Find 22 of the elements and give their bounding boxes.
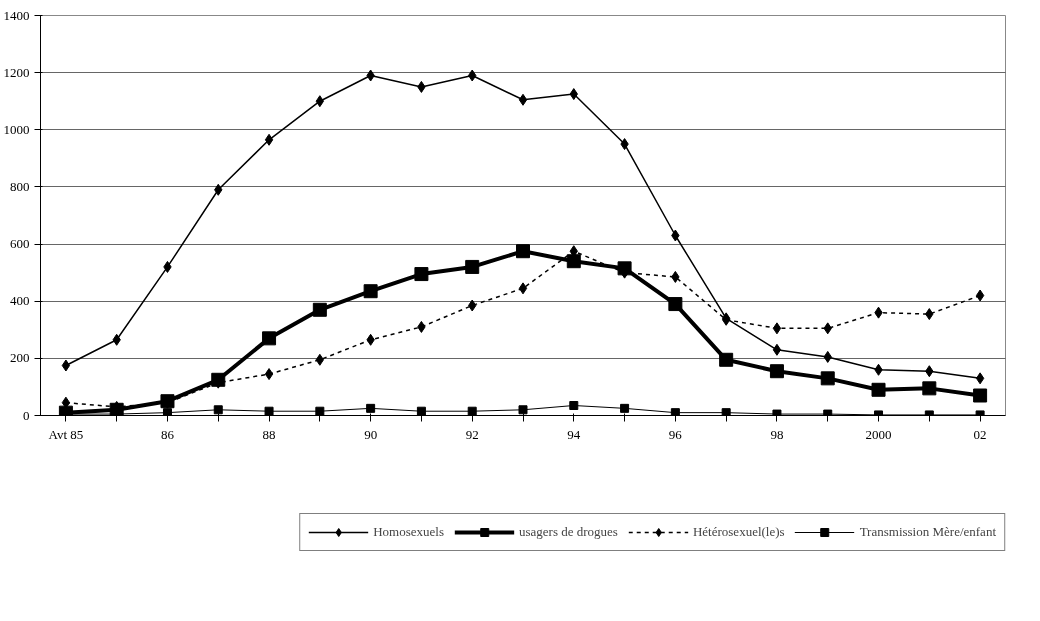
x-tick-label: 2000	[865, 426, 892, 442]
legend-label: Hétérosexuel(le)s	[692, 524, 785, 540]
y-tick-label: 400	[10, 293, 30, 309]
x-tick-label: 88	[262, 426, 276, 442]
legend-label: Homosexuels	[373, 524, 445, 540]
y-tick-label: 600	[10, 236, 30, 252]
y-tick-label: 1000	[3, 121, 30, 137]
x-tick-label: 94	[567, 426, 581, 442]
legend-label: usagers de drogues	[519, 524, 618, 540]
y-tick-label: 200	[10, 350, 30, 366]
y-tick-label: 1200	[3, 64, 30, 80]
x-tick-label: 98	[770, 426, 784, 442]
x-tick-label: 86	[160, 426, 175, 442]
x-tick-label: 96	[668, 426, 683, 442]
y-tick-label: 800	[10, 178, 30, 194]
legend-label: Transmission Mère/enfant	[859, 524, 996, 540]
y-tick-label: 1400	[3, 7, 30, 23]
x-tick-label: 02	[973, 426, 987, 442]
x-tick-label: 92	[465, 426, 479, 442]
x-tick-label: 90	[364, 426, 378, 442]
x-tick-label: Avt 85	[48, 426, 84, 442]
y-tick-label: 0	[23, 407, 30, 423]
